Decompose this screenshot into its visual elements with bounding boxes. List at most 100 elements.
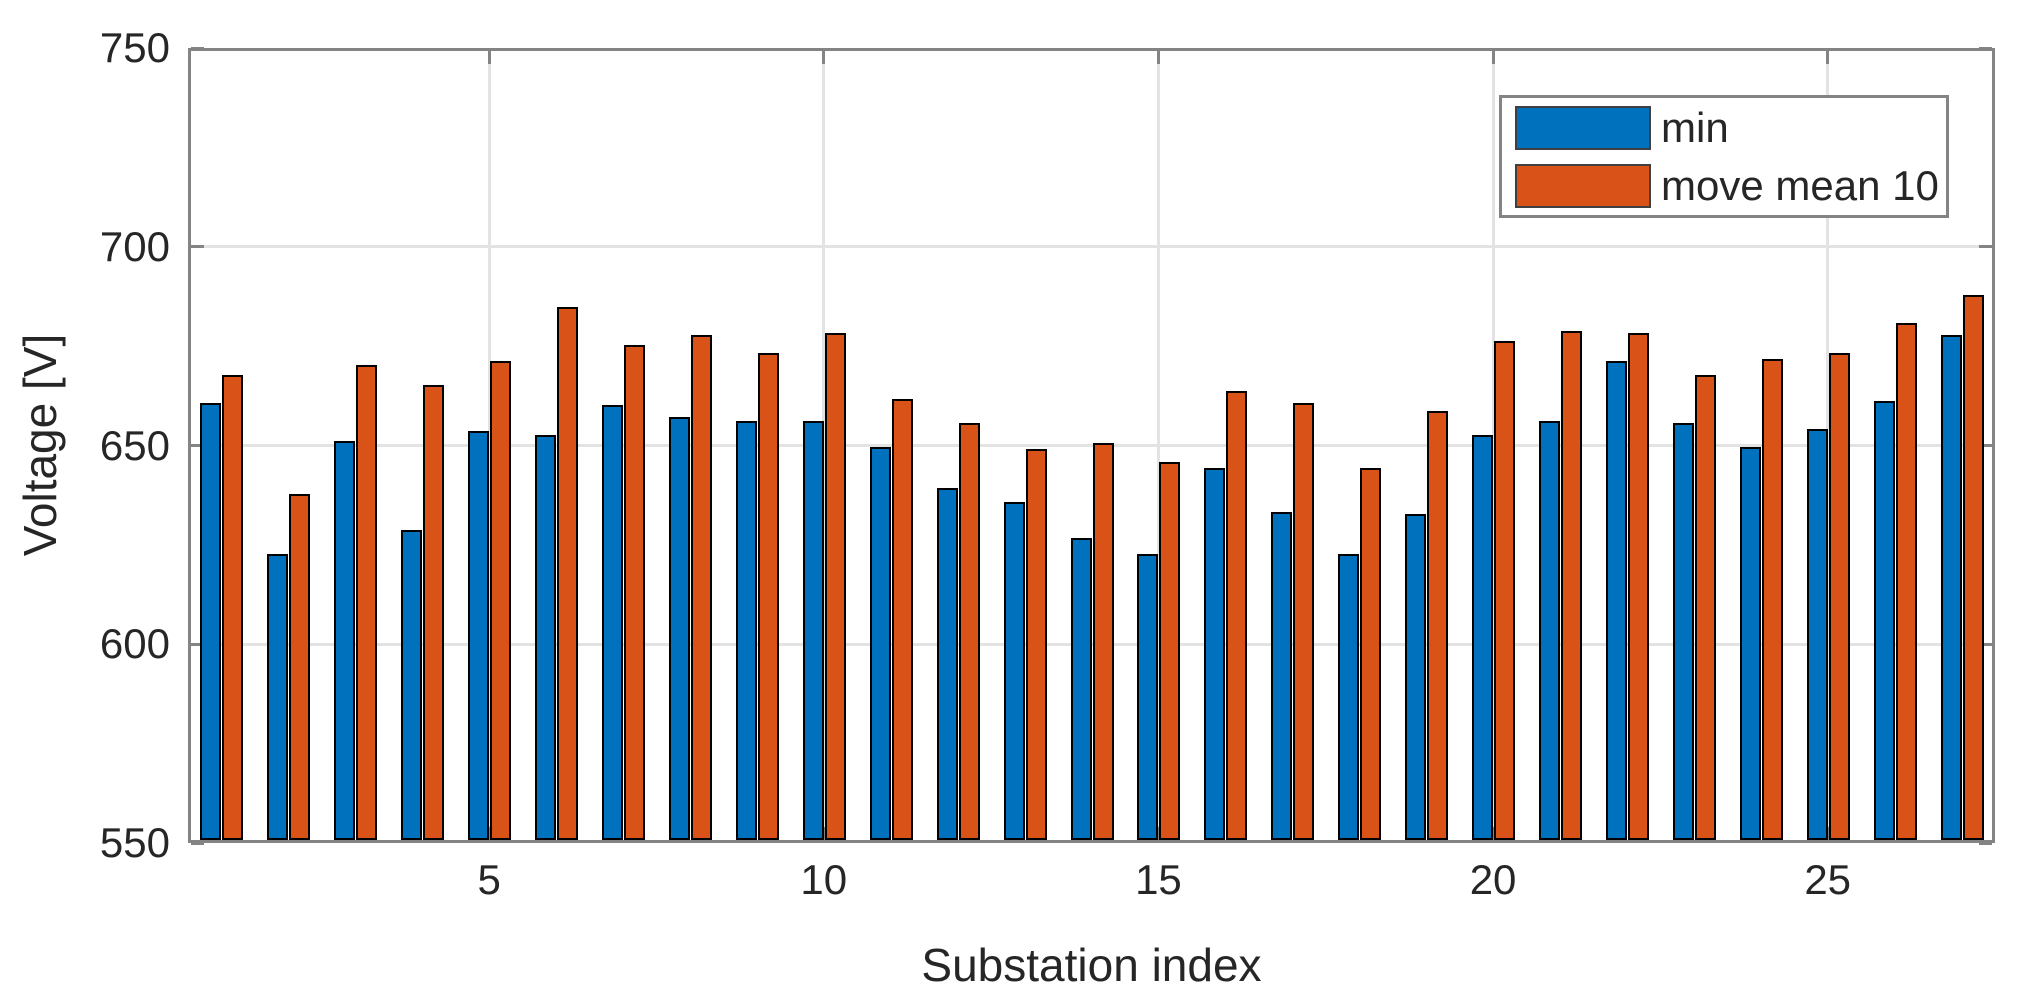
bar-move-mean-10-8 <box>690 335 712 840</box>
ytick-left-650 <box>191 444 204 447</box>
xtick-label-15: 15 <box>1135 856 1182 903</box>
bar-min-24 <box>1739 446 1761 840</box>
xtick-label-10: 10 <box>800 856 848 903</box>
bar-min-21 <box>1538 420 1560 840</box>
xtick-bottom-10 <box>822 827 826 840</box>
gridline-y-650 <box>191 444 1992 447</box>
bar-move-mean-10-3 <box>356 365 378 840</box>
bar-move-mean-10-24 <box>1761 359 1783 840</box>
bar-min-22 <box>1605 361 1627 840</box>
bar-move-mean-10-1 <box>222 374 244 840</box>
ytick-label-700: 700 <box>99 222 170 270</box>
legend-item-min: min <box>1515 105 1946 150</box>
xtick-bottom-25 <box>1826 827 1830 840</box>
bar-move-mean-10-2 <box>289 494 311 840</box>
bar-min-10 <box>802 420 824 840</box>
xtick-bottom-20 <box>1491 827 1495 840</box>
bar-move-mean-10-23 <box>1694 374 1716 840</box>
bar-move-mean-10-26 <box>1895 323 1917 840</box>
ytick-right-700 <box>1979 245 1992 249</box>
bar-move-mean-10-9 <box>757 353 779 840</box>
x-axis-label: Substation index <box>921 939 1262 991</box>
bar-min-8 <box>668 416 690 840</box>
bar-min-5 <box>468 430 490 840</box>
gridline-x-20 <box>1491 51 1495 840</box>
bar-move-mean-10-15 <box>1159 462 1181 840</box>
xtick-top-25 <box>1826 51 1830 64</box>
ytick-right-750 <box>1979 46 1992 50</box>
bar-min-11 <box>869 446 891 840</box>
gridline-x-25 <box>1826 51 1830 840</box>
xtick-label-20: 20 <box>1469 856 1517 903</box>
ytick-right-550 <box>1979 841 1992 845</box>
bar-move-mean-10-25 <box>1828 353 1850 840</box>
bar-move-mean-10-5 <box>490 361 512 840</box>
xtick-label-5: 5 <box>477 856 501 903</box>
bar-move-mean-10-6 <box>557 307 579 840</box>
bar-move-mean-10-11 <box>891 398 913 840</box>
bar-min-23 <box>1672 422 1694 840</box>
bar-min-3 <box>334 440 356 840</box>
bar-min-17 <box>1271 512 1293 840</box>
bar-move-mean-10-16 <box>1226 390 1248 840</box>
bar-move-mean-10-27 <box>1962 295 1984 840</box>
ytick-label-600: 600 <box>99 620 170 668</box>
bar-min-20 <box>1472 434 1494 840</box>
gridline-y-700 <box>191 245 1992 249</box>
bar-min-16 <box>1204 468 1226 840</box>
bar-min-7 <box>602 404 624 840</box>
ytick-left-750 <box>191 46 204 50</box>
bar-move-mean-10-19 <box>1427 410 1449 840</box>
ytick-label-650: 650 <box>99 421 170 469</box>
bar-min-14 <box>1070 537 1092 840</box>
bar-min-12 <box>936 488 958 840</box>
gridline-x-5 <box>487 51 491 840</box>
ytick-left-700 <box>191 245 204 249</box>
bar-move-mean-10-7 <box>624 345 646 840</box>
legend-label-min: min <box>1661 104 1729 151</box>
xtick-top-20 <box>1491 51 1495 64</box>
bar-min-18 <box>1338 553 1360 840</box>
bar-move-mean-10-14 <box>1092 442 1114 840</box>
legend-label-move-mean-10: move mean 10 <box>1661 162 1939 209</box>
ytick-right-600 <box>1979 642 1992 646</box>
bar-min-1 <box>200 402 222 840</box>
bar-move-mean-10-22 <box>1627 333 1649 840</box>
xtick-bottom-5 <box>487 827 491 840</box>
xtick-label-25: 25 <box>1804 856 1852 903</box>
gridline-y-600 <box>191 642 1992 646</box>
ytick-left-600 <box>191 642 204 646</box>
bar-min-2 <box>267 553 289 840</box>
ytick-right-650 <box>1979 444 1992 447</box>
bar-move-mean-10-20 <box>1494 341 1516 840</box>
gridline-x-10 <box>822 51 826 840</box>
bar-move-mean-10-10 <box>824 333 846 840</box>
bar-min-26 <box>1873 400 1895 840</box>
legend: min move mean 10 <box>1499 95 1949 218</box>
legend-swatch-min <box>1515 105 1651 150</box>
xtick-top-10 <box>822 51 826 64</box>
bar-min-13 <box>1003 502 1025 840</box>
bar-move-mean-10-18 <box>1360 468 1382 840</box>
xtick-top-5 <box>487 51 491 64</box>
bar-min-19 <box>1405 514 1427 840</box>
legend-item-move-mean-10: move mean 10 <box>1515 163 1946 208</box>
xtick-top-15 <box>1156 51 1160 64</box>
xtick-bottom-15 <box>1156 827 1160 840</box>
bar-min-6 <box>535 434 557 840</box>
ytick-label-550: 550 <box>99 819 170 866</box>
ytick-label-750: 750 <box>99 24 170 71</box>
bar-min-27 <box>1940 335 1962 840</box>
bar-move-mean-10-17 <box>1293 402 1315 840</box>
bar-min-4 <box>401 529 423 840</box>
bar-min-25 <box>1806 428 1828 840</box>
gridline-x-15 <box>1156 51 1160 840</box>
bar-move-mean-10-13 <box>1025 448 1047 840</box>
bar-min-9 <box>735 420 757 840</box>
bar-move-mean-10-21 <box>1560 331 1582 840</box>
bar-move-mean-10-12 <box>958 422 980 840</box>
bar-min-15 <box>1137 553 1159 840</box>
bar-move-mean-10-4 <box>423 384 445 840</box>
ytick-left-550 <box>191 841 204 845</box>
